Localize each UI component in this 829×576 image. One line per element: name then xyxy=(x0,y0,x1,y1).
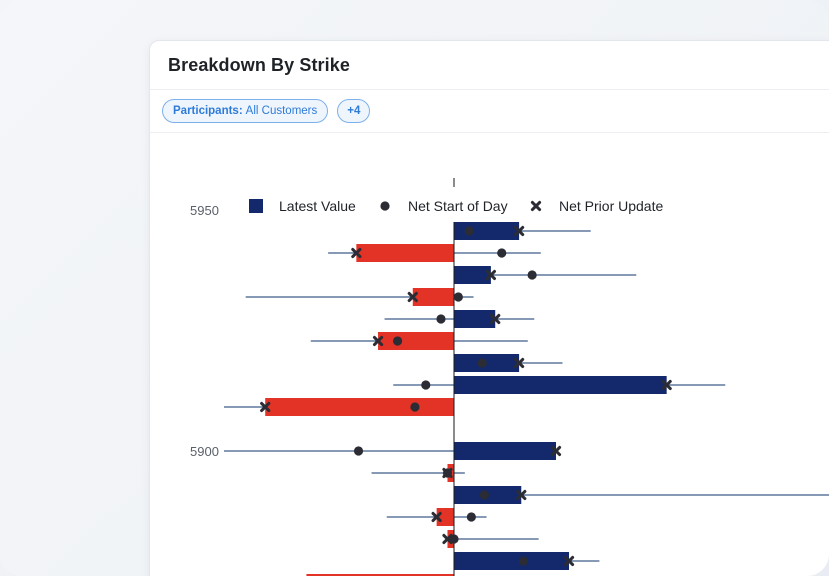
bar-5940 xyxy=(454,266,491,284)
start-marker-5900 xyxy=(353,446,364,456)
start-marker-5940 xyxy=(527,270,537,280)
prior-marker-5915 xyxy=(661,379,672,391)
bar-5935 xyxy=(412,288,454,306)
y-tick-label-5950: 5950 xyxy=(190,203,219,218)
bar-5945 xyxy=(356,244,454,262)
card-header: Breakdown By Strike xyxy=(150,41,829,90)
prior-marker-5945 xyxy=(351,247,362,259)
prior-marker-5940-stroke-b xyxy=(485,269,496,281)
prior-marker-5885-stroke-b xyxy=(431,511,442,523)
legend-label-latest: Latest Value xyxy=(279,198,356,214)
prior-marker-5940 xyxy=(485,269,496,281)
prior-marker-5895-stroke-b xyxy=(442,467,453,479)
start-marker-5950 xyxy=(464,226,474,236)
participants-filter-chip[interactable]: Participants: All Customers xyxy=(162,99,329,123)
prior-marker-5945-stroke-b xyxy=(351,247,362,259)
prior-marker-5920 xyxy=(514,357,525,369)
prior-marker-5925 xyxy=(372,335,384,347)
start-marker-5945 xyxy=(497,248,507,258)
legend-label-start: Net Start of Day xyxy=(408,198,508,214)
prior-marker-5900-stroke-b xyxy=(550,445,562,457)
bar-5900 xyxy=(454,442,556,460)
prior-marker-5925-stroke-b xyxy=(372,335,384,347)
start-marker-5920 xyxy=(477,358,487,368)
prior-marker-5885 xyxy=(431,511,442,523)
prior-marker-5910-stroke-b xyxy=(260,401,271,413)
legend-label-prior: Net Prior Update xyxy=(559,198,663,214)
card-title: Breakdown By Strike xyxy=(168,54,350,75)
prior-marker-5880 xyxy=(442,533,453,545)
start-marker-5915 xyxy=(421,380,431,390)
legend-swatch-x xyxy=(530,200,542,212)
start-marker-5885 xyxy=(466,512,476,522)
start-marker-5925 xyxy=(392,336,403,346)
bar-5950 xyxy=(454,222,520,240)
prior-marker-5875 xyxy=(563,555,575,567)
prior-marker-5910 xyxy=(260,401,271,413)
markers-layer xyxy=(260,225,672,567)
legend-item-prior: Net Prior Update xyxy=(530,198,663,214)
bar-5925 xyxy=(378,332,454,350)
start-marker-5910 xyxy=(410,402,420,412)
bar-5910 xyxy=(265,398,454,416)
prior-marker-5875-stroke-b xyxy=(563,555,575,567)
start-marker-5875 xyxy=(518,556,529,566)
bar-5930 xyxy=(454,310,496,328)
start-marker-5935 xyxy=(453,292,463,302)
start-marker-5890 xyxy=(479,490,489,500)
legend-swatch-square xyxy=(249,199,263,213)
y-ticks-layer: 5950 5900 xyxy=(190,203,219,459)
filter-bar: Participants: All Customers +4 xyxy=(150,90,829,133)
bar-5870 xyxy=(306,574,454,576)
prior-marker-5895 xyxy=(442,467,453,479)
prior-marker-5890-stroke-b xyxy=(516,489,527,501)
prior-marker-5880-stroke-b xyxy=(442,533,453,545)
y-tick-label-5900: 5900 xyxy=(190,444,219,459)
prior-marker-5930-stroke-b xyxy=(490,313,501,325)
prior-marker-5900 xyxy=(550,445,562,457)
legend-item-start: Net Start of Day xyxy=(380,198,508,214)
start-marker-5930 xyxy=(436,314,446,324)
bar-5885 xyxy=(436,508,454,526)
legend-swatch-circle xyxy=(380,201,390,211)
legend: Latest Value Net Start of Day Net Prior Up… xyxy=(249,198,663,214)
legend-item-latest: Latest Value xyxy=(249,198,356,214)
more-filters-chip[interactable]: +4 xyxy=(337,99,371,123)
prior-marker-5950 xyxy=(514,225,525,237)
legend-swatch-x-stroke-b xyxy=(530,200,542,212)
prior-marker-5935-stroke-b xyxy=(407,291,418,303)
prior-marker-5890 xyxy=(516,489,527,501)
prior-marker-5935 xyxy=(407,291,418,303)
filter-key: Participants: xyxy=(173,105,243,117)
prior-marker-5915-stroke-b xyxy=(661,379,672,391)
filter-value: All Customers xyxy=(245,105,318,117)
bar-5875 xyxy=(454,552,570,570)
prior-marker-5920-stroke-b xyxy=(514,357,525,369)
bar-5915 xyxy=(454,376,667,394)
prior-marker-5930 xyxy=(490,313,501,325)
prior-marker-5950-stroke-b xyxy=(514,225,525,237)
